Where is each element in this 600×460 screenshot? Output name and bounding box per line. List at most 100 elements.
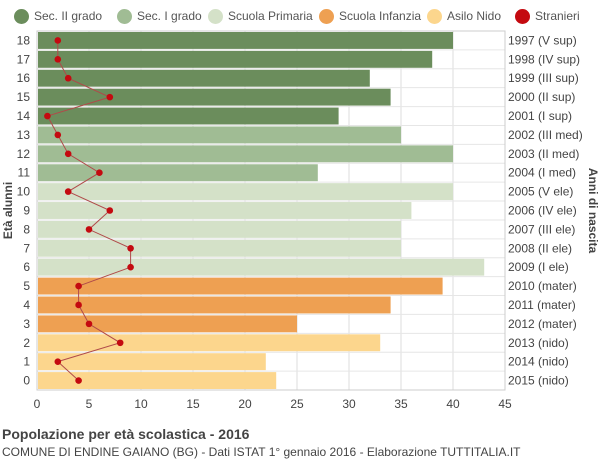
legend-item: Stranieri (515, 6, 580, 26)
y-tick-label: 8 (23, 222, 30, 236)
stranieri-point (127, 263, 134, 271)
birth-year-label: 2015 (nido) (508, 374, 569, 388)
legend-label: Sec. II grado (34, 9, 103, 23)
x-tick-label: 30 (342, 397, 356, 411)
legend-item: Sec. II grado (14, 6, 102, 26)
bar (38, 32, 453, 49)
stranieri-point (106, 207, 114, 214)
bar (38, 50, 433, 68)
birth-year-label: 2011 (mater) (508, 298, 576, 312)
x-tick-label: 25 (290, 397, 304, 411)
legend-label: Sec. I grado (137, 9, 202, 23)
y-tick-label: 14 (17, 109, 31, 123)
birth-year-label: 2013 (nido) (508, 336, 569, 350)
bar (38, 353, 266, 371)
x-tick-label: 20 (238, 397, 252, 411)
birth-year-label: 2002 (III med) (508, 128, 583, 142)
bar (38, 164, 318, 182)
stranieri-point (127, 244, 134, 252)
legend-label: Scuola Primaria (228, 9, 313, 23)
y-tick-label: 2 (23, 336, 30, 350)
bar (38, 296, 391, 314)
legend-item: Scuola Infanzia (319, 6, 421, 26)
stranieri-point (54, 358, 62, 365)
bar (38, 183, 453, 201)
legend-label: Stranieri (535, 9, 580, 23)
legend: Sec. II grado Sec. I grado Scuola Primaria… (0, 6, 600, 26)
stranieri-point (96, 169, 103, 177)
birth-year-label: 2000 (II sup) (508, 90, 575, 104)
birth-year-label: 2005 (V ele) (508, 185, 573, 199)
birth-year-label: 2004 (I med) (508, 166, 576, 180)
x-tick-label: 35 (394, 397, 408, 411)
x-tick-label: 15 (186, 397, 200, 411)
bar (38, 126, 401, 144)
bar (38, 202, 412, 219)
legend-swatch (427, 8, 442, 24)
legend-swatch (14, 8, 29, 24)
bar (38, 145, 453, 163)
chart-title: Popolazione per età scolastica - 2016 (2, 426, 250, 442)
stranieri-point (75, 301, 82, 309)
birth-year-label: 2006 (IV ele) (508, 204, 577, 218)
y-tick-label: 15 (17, 90, 31, 104)
bar (38, 88, 391, 106)
y-tick-label: 16 (17, 71, 31, 85)
birth-year-label: 1997 (V sup) (508, 33, 577, 47)
birth-year-label: 2001 (I sup) (508, 109, 572, 123)
y-tick-label: 5 (23, 279, 30, 293)
legend-label: Asilo Nido (447, 9, 502, 23)
birth-year-label: 2008 (II ele) (508, 241, 572, 255)
birth-year-label: 2012 (mater) (508, 317, 577, 331)
birth-year-label: 2007 (III ele) (508, 222, 575, 236)
y-tick-label: 6 (23, 260, 30, 274)
birth-year-label: 2010 (mater) (508, 279, 577, 293)
chart-subtitle: COMUNE DI ENDINE GAIANO (BG) - Dati ISTA… (2, 445, 521, 459)
y-tick-label: 12 (17, 147, 31, 161)
bar (38, 220, 401, 238)
y-axis-label-right: Anni di nascita (586, 168, 600, 254)
y-tick-label: 9 (23, 204, 30, 218)
x-tick-label: 5 (86, 397, 93, 411)
y-axis-label: Età alunni (1, 182, 15, 239)
legend-label: Scuola Infanzia (339, 9, 422, 23)
stranieri-point (44, 112, 51, 120)
bar (38, 334, 381, 352)
x-tick-label: 10 (134, 397, 148, 411)
birth-year-label: 2009 (I ele) (508, 260, 569, 274)
legend-item: Scuola Primaria (208, 6, 313, 26)
y-tick-label: 4 (23, 298, 30, 312)
legend-swatch (515, 8, 530, 24)
bar (38, 372, 277, 389)
y-tick-label: 18 (17, 33, 31, 47)
legend-item: Sec. I grado (117, 6, 202, 26)
legend-swatch (117, 8, 132, 24)
x-tick-label: 40 (446, 397, 460, 411)
bar (38, 258, 485, 276)
stranieri-point (116, 339, 124, 347)
stranieri-point (54, 56, 62, 63)
stranieri-point (64, 150, 72, 158)
stranieri-point (85, 320, 93, 328)
plot-frame (36, 30, 506, 391)
stranieri-point (85, 226, 93, 233)
y-tick-label: 3 (23, 317, 30, 331)
stranieri-point (54, 131, 62, 139)
y-tick-label: 13 (17, 128, 31, 142)
y-tick-label: 7 (23, 241, 30, 255)
legend-swatch (319, 8, 334, 24)
stranieri-point (64, 188, 72, 195)
y-tick-label: 11 (18, 166, 31, 180)
birth-year-label: 2014 (nido) (508, 355, 569, 369)
bar (38, 239, 401, 257)
y-tick-label: 17 (17, 52, 31, 66)
birth-year-label: 1998 (IV sup) (508, 52, 580, 66)
stranieri-point (64, 74, 72, 82)
birth-year-label: 1999 (III sup) (508, 71, 579, 85)
bar (38, 315, 297, 333)
stranieri-point (75, 377, 82, 384)
bar (38, 277, 443, 295)
stranieri-point (75, 282, 82, 290)
legend-item: Asilo Nido (427, 6, 501, 26)
